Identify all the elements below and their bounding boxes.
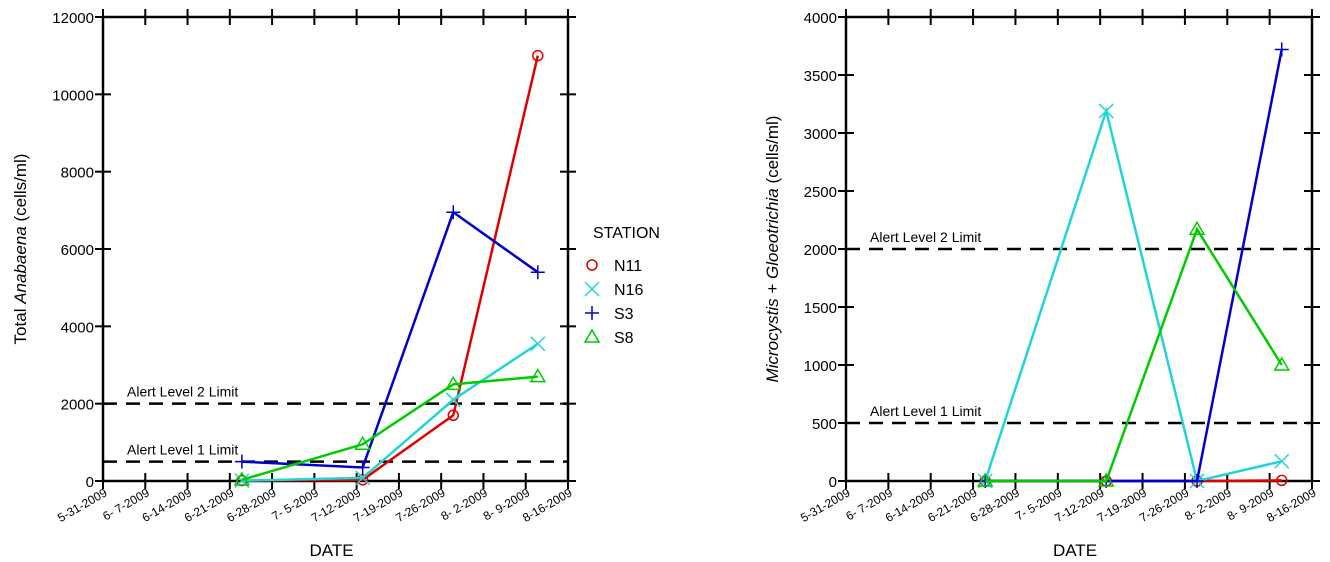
y-tick-label: 0 (86, 474, 94, 491)
series-line (241, 55, 540, 482)
y-axis-title: Microcystis + Gloeotrichia (cells/ml) (763, 116, 782, 383)
y-tick-label: 500 (812, 416, 837, 433)
legend-label: S3 (614, 306, 634, 323)
y-tick-label: 1500 (804, 300, 837, 317)
series-line (985, 49, 1283, 483)
y-tick-label: 10000 (52, 87, 94, 104)
series-s3 (978, 42, 1289, 488)
data-point (354, 435, 371, 451)
x-tick-label: 8- 2-2009 (1182, 485, 1234, 523)
data-point (529, 368, 547, 383)
y-tick-label: 6000 (61, 242, 94, 259)
y-axis-title: Total Anabaena (cells/ml) (11, 154, 30, 345)
data-point (233, 471, 251, 486)
data-point (1274, 42, 1289, 57)
data-point (1097, 472, 1115, 487)
data-point (355, 470, 371, 486)
series-n16 (977, 103, 1290, 489)
y-tick-label: 1000 (804, 358, 837, 375)
y-tick-label: 12000 (52, 10, 94, 27)
series-n11 (236, 49, 544, 487)
data-point (1190, 474, 1205, 488)
data-point (445, 392, 461, 408)
series-line (241, 210, 539, 469)
series-line (984, 106, 1283, 483)
y-tick-label: 2500 (804, 184, 837, 201)
legend-marker (583, 328, 601, 343)
microcystis-gloeotrichia-chart: 0 500 1000 1500 2000 2500 3000 3500 4000 5-31-200… (763, 9, 1320, 560)
alert-limit-label: Alert Level 1 Limit (127, 442, 238, 458)
data-point (530, 336, 546, 352)
x-axis-title: DATE (1053, 541, 1097, 560)
data-point (532, 49, 544, 62)
data-point (447, 409, 460, 422)
data-point (1098, 103, 1114, 119)
x-axis-title: DATE (309, 541, 353, 560)
data-point (444, 375, 462, 391)
data-point (1274, 453, 1290, 469)
data-point (355, 460, 370, 475)
legend-marker (585, 306, 599, 320)
x-tick-label: 8- 2-2009 (438, 485, 490, 523)
plot-frame (101, 15, 570, 483)
series-line (241, 342, 539, 482)
series-s3 (234, 205, 545, 475)
legend-marker (584, 281, 600, 297)
legend-label: N16 (614, 282, 643, 299)
series-s8 (233, 368, 547, 486)
alert-limit-label: Alert Level 2 Limit (870, 229, 981, 245)
legend-label: N11 (614, 258, 642, 275)
data-point (234, 454, 249, 469)
x-tick-label: 5-31-2009 (55, 485, 110, 525)
data-point (1273, 356, 1291, 371)
y-tick-label: 3000 (804, 126, 837, 143)
alert-limit-label: Alert Level 2 Limit (127, 384, 238, 400)
y-tick-label: 4000 (804, 10, 837, 27)
data-point (1188, 220, 1206, 236)
series-s8 (976, 220, 1291, 487)
y-tick-label: 4000 (61, 319, 94, 336)
data-point (976, 472, 994, 487)
y-tick-label: 2000 (804, 242, 837, 259)
series-n16 (234, 336, 546, 489)
data-point (530, 265, 545, 280)
alert-limit-label: Alert Level 1 Limit (870, 403, 981, 419)
legend: STATION N11 N16 S3 S8 (583, 225, 660, 347)
y-tick-label: 2000 (61, 397, 94, 414)
legend-label: S8 (614, 330, 634, 347)
data-point (446, 205, 461, 220)
y-tick-label: 0 (829, 474, 837, 491)
data-point (356, 474, 369, 486)
legend-title: STATION (593, 225, 660, 242)
x-tick-label: 5-31-2009 (798, 485, 853, 525)
legend-item-s3: S3 (585, 306, 634, 323)
y-tick-label: 3500 (804, 68, 837, 85)
legend-item-n11: N11 (586, 258, 642, 275)
legend-item-n16: N16 (584, 281, 643, 299)
series-line (241, 375, 538, 482)
series-line (985, 226, 1283, 483)
data-point (1275, 474, 1288, 487)
y-tick-label: 8000 (61, 165, 94, 182)
legend-marker (586, 259, 598, 271)
legend-item-s8: S8 (583, 328, 634, 347)
